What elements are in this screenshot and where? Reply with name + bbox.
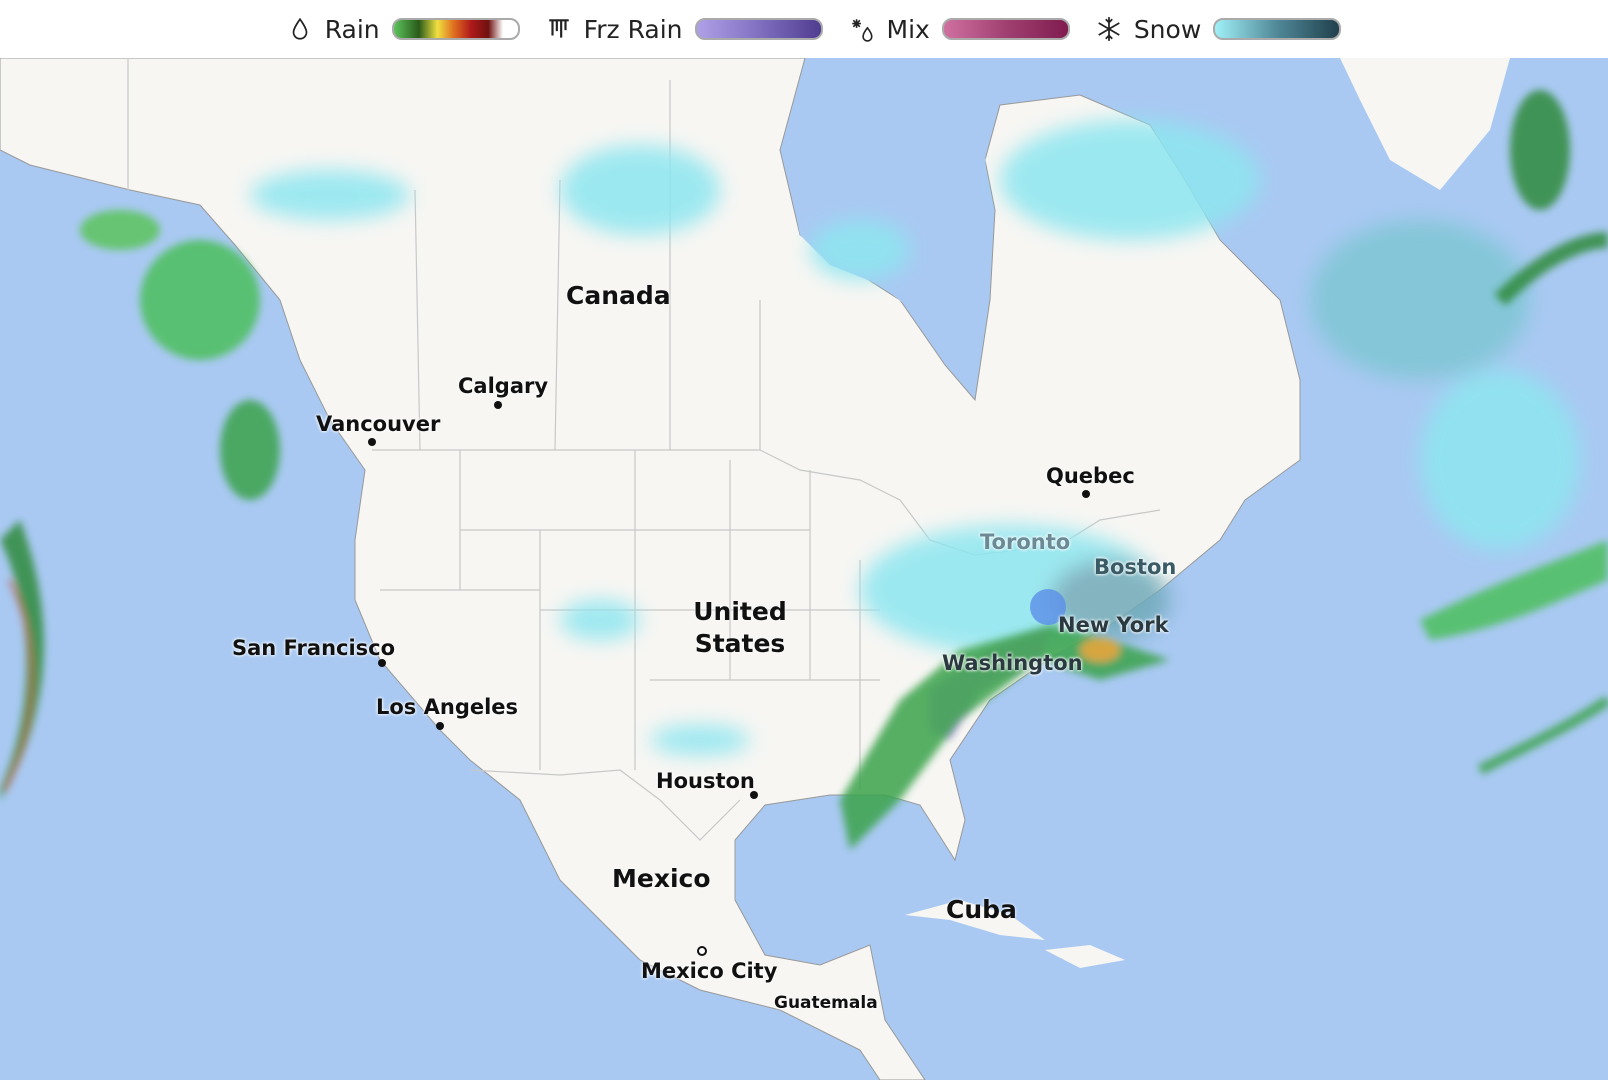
snowflake-icon [1098,17,1120,41]
map-canvas [0,57,1608,1081]
icicle-icon [548,19,569,38]
snow-precipitation [250,120,1580,755]
country-label-cuba: Cuba [946,895,1017,924]
rain-gradient-bar [391,18,520,40]
city-label-guatemala[interactable]: Guatemala [774,993,878,1013]
legend-label: Frz Rain [583,14,683,44]
city-label-houston[interactable]: Houston [656,769,755,793]
city-label-los-angeles[interactable]: Los Angeles [376,695,519,719]
snow-rain-mix-icon [851,19,873,42]
city-dot [378,659,386,667]
city-label-new-york[interactable]: New York [1058,613,1169,637]
raindrop-icon [292,17,308,40]
legend-label: Snow [1133,14,1202,44]
legend-freezing-rain: Frz Rain [546,15,823,44]
hispaniola-land [1045,945,1125,968]
city-label-san-francisco[interactable]: San Francisco [232,636,396,660]
borders [127,58,1161,841]
city-dot [750,791,758,799]
country-label-mexico: Mexico [612,864,711,893]
weather-radar-map[interactable]: Canada United States Mexico Cuba Vancouv… [0,57,1608,1081]
country-label-canada: Canada [566,281,671,310]
location-marker-icon[interactable] [1030,589,1066,625]
city-label-boston[interactable]: Boston [1094,555,1177,579]
legend-label: Mix [886,14,930,44]
country-label-united-states: United States [693,597,787,658]
city-label-calgary[interactable]: Calgary [458,374,549,398]
legend-snow: Snow [1096,14,1342,44]
legend-rain: Rain [287,15,520,44]
rain-precipitation [0,90,1608,850]
city-dot [436,722,444,730]
precipitation-legend: Rain Frz Rain Mix Snow [0,0,1608,58]
city-label-mexico-city[interactable]: Mexico City [641,959,778,983]
capital-dot [697,946,707,956]
city-dot [494,401,502,409]
freezing-rain-gradient-bar [694,18,823,40]
city-label-vancouver[interactable]: Vancouver [316,412,441,436]
city-dot [1082,490,1090,498]
city-label-washington[interactable]: Washington [942,651,1083,675]
cuba-land [905,900,1045,940]
city-label-quebec[interactable]: Quebec [1046,464,1135,488]
city-dot [368,438,376,446]
greenland-land [1340,58,1510,190]
mix-gradient-bar [941,18,1070,40]
city-label-toronto[interactable]: Toronto [980,530,1071,554]
snow-gradient-bar [1213,18,1342,40]
legend-mix: Mix [849,15,1070,44]
legend-label: Rain [324,14,380,44]
